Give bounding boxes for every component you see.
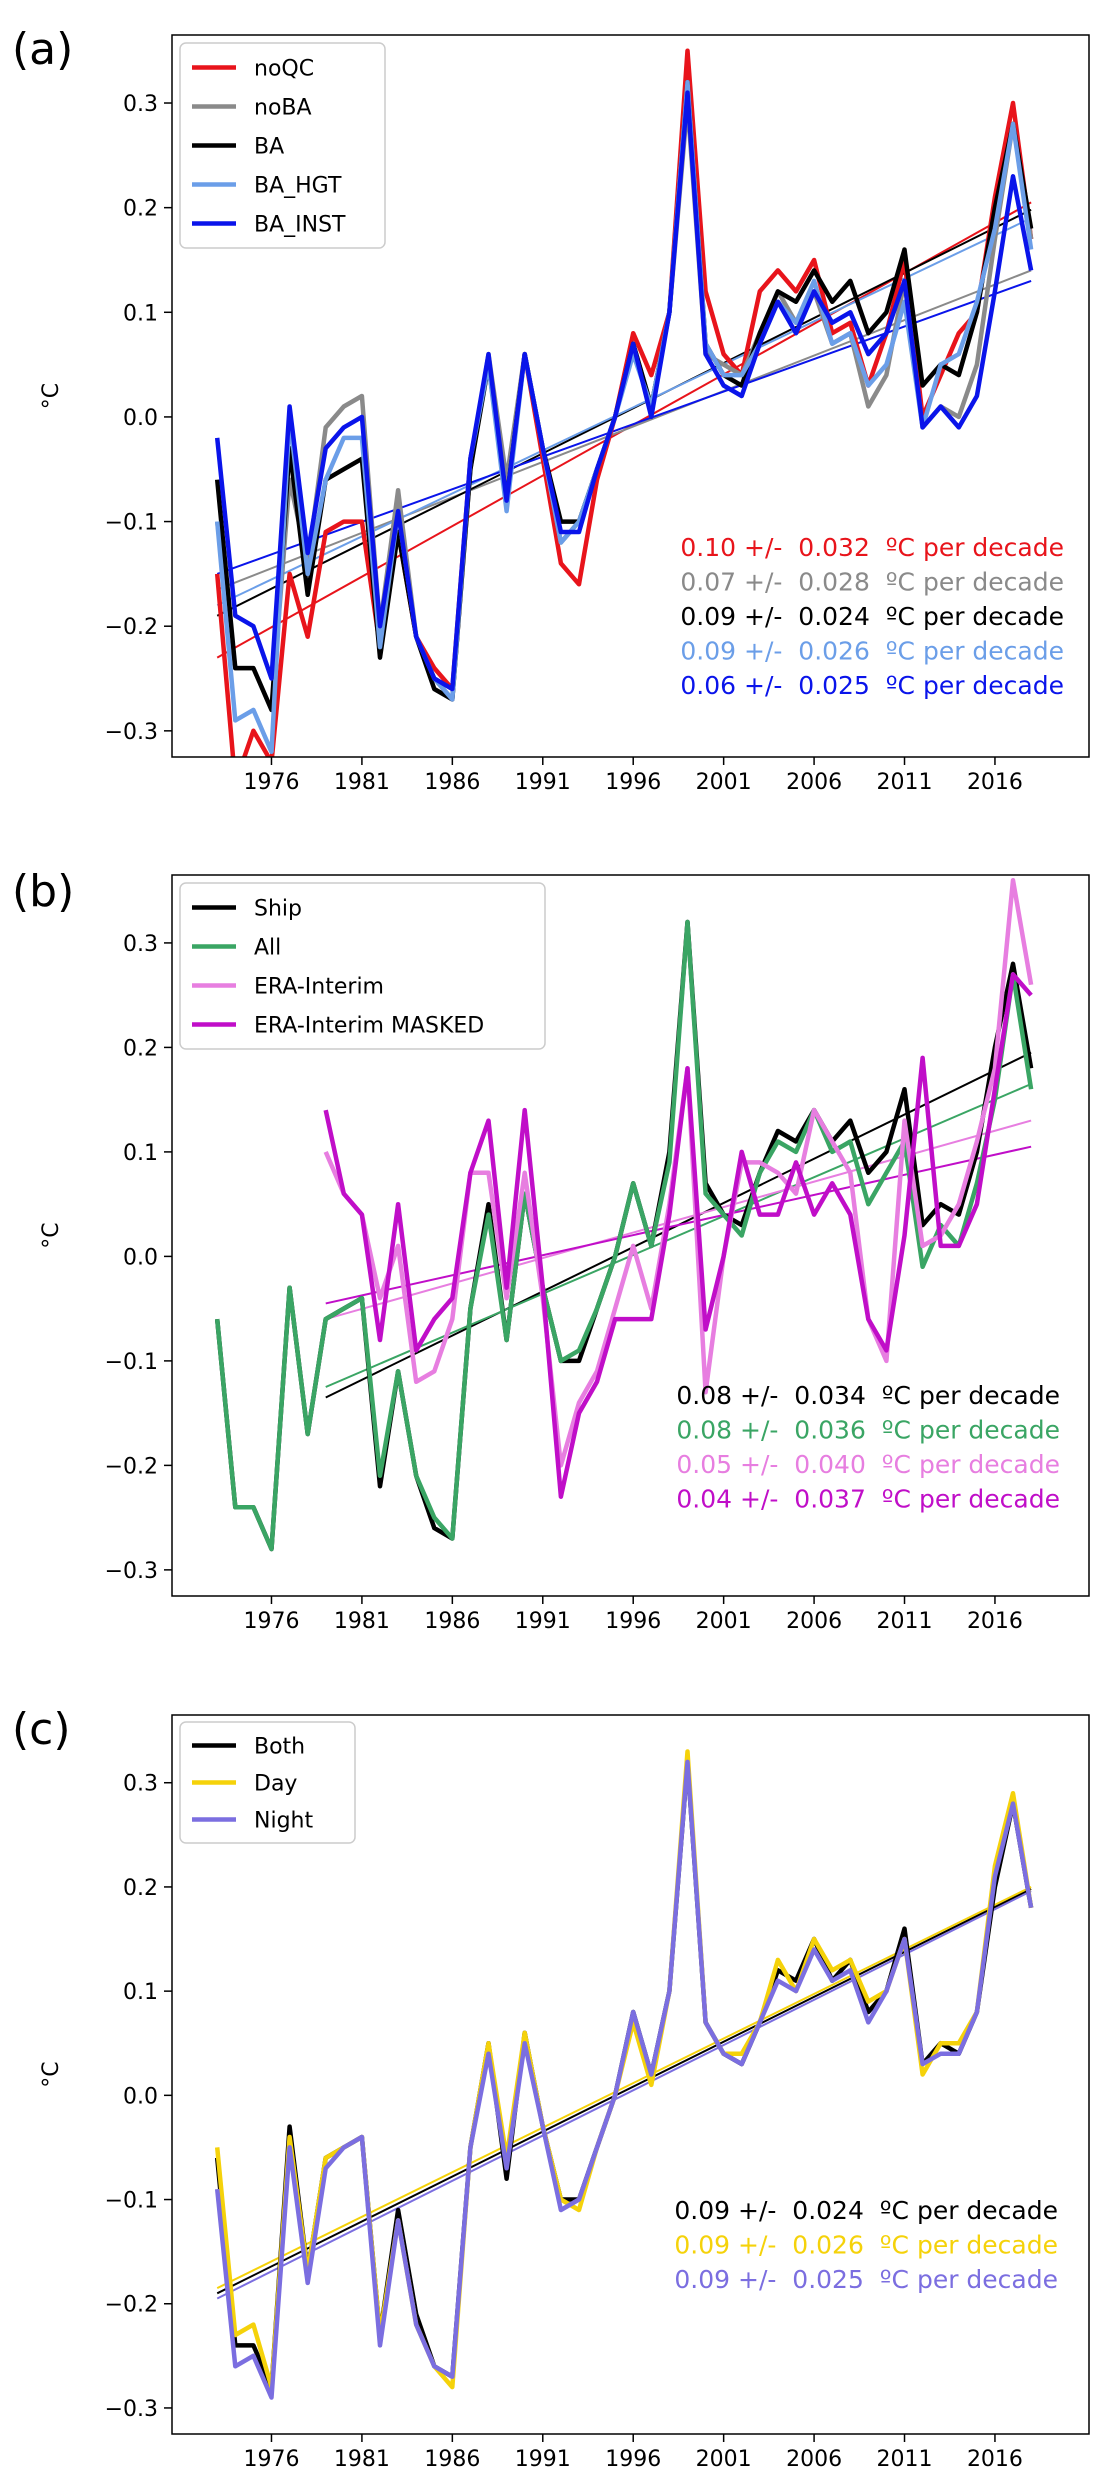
x-tick-label: 1981 xyxy=(334,1609,390,1634)
y-tick-label: −0.1 xyxy=(105,1350,158,1375)
legend-box xyxy=(179,882,546,1050)
x-tick-label: 1996 xyxy=(605,770,661,795)
legend-label-all: All xyxy=(254,936,281,961)
y-tick-label: 0.3 xyxy=(123,92,158,117)
series-line-ba-inst xyxy=(214,90,1034,692)
y-tick-label: −0.3 xyxy=(105,2397,158,2422)
x-tick-label: 1996 xyxy=(605,1609,661,1634)
legend-label-day: Day xyxy=(254,1772,297,1797)
trend-annotation-ba: 0.09 +/- 0.024 ºC per decade xyxy=(680,602,1064,631)
legend-label-noqc: noQC xyxy=(254,57,314,82)
plot-area xyxy=(214,877,1034,1552)
x-tick-label: 2016 xyxy=(967,1609,1023,1634)
plot-area xyxy=(214,48,1034,757)
legend-label-ba-hgt: BA_HGT xyxy=(254,174,342,199)
x-tick-label: 2001 xyxy=(696,1609,752,1634)
x-tick-label: 1976 xyxy=(243,2447,299,2472)
y-tick-label: 0.1 xyxy=(123,1980,158,2005)
trend-annotation-night: 0.09 +/- 0.025 ºC per decade xyxy=(674,2265,1058,2294)
y-tick-label: −0.2 xyxy=(105,615,158,640)
x-tick-label: 2001 xyxy=(696,2447,752,2472)
legend-box xyxy=(179,42,386,249)
x-tick-label: 1981 xyxy=(334,2447,390,2472)
series-line-era-interim-masked xyxy=(323,972,1033,1499)
legend-label-ship: Ship xyxy=(254,897,302,922)
y-tick-label: 0.2 xyxy=(123,1876,158,1901)
legend: Both Day Night xyxy=(179,1721,356,1844)
trend-annotation-era-interim: 0.05 +/- 0.040 ºC per decade xyxy=(676,1450,1060,1479)
x-tick-label: 2016 xyxy=(967,770,1023,795)
y-tick-label: −0.1 xyxy=(105,2189,158,2214)
x-tick-label: 1986 xyxy=(424,2447,480,2472)
x-tick-label: 1986 xyxy=(424,770,480,795)
legend-label-both: Both xyxy=(254,1735,305,1760)
x-tick-label: 2011 xyxy=(877,2447,933,2472)
x-tick-label: 1976 xyxy=(243,770,299,795)
plot-frame xyxy=(171,34,1090,758)
x-tick-label: 1991 xyxy=(515,1609,571,1634)
trend-annotation-both: 0.09 +/- 0.024 ºC per decade xyxy=(674,2196,1058,2225)
x-tick-label: 1991 xyxy=(515,770,571,795)
trend-annotation-noqc: 0.10 +/- 0.032 ºC per decade xyxy=(680,533,1064,562)
y-axis-label: °C xyxy=(39,1222,64,1248)
y-tick-label: 0.2 xyxy=(123,197,158,222)
x-tick-label: 1991 xyxy=(515,2447,571,2472)
trend-annotation-noba: 0.07 +/- 0.028 ºC per decade xyxy=(680,568,1064,597)
legend-label-era-interim-masked: ERA-Interim MASKED xyxy=(254,1014,484,1039)
plot-frame xyxy=(171,1714,1090,2435)
x-tick-label: 1976 xyxy=(243,1609,299,1634)
x-tick-label: 2016 xyxy=(967,2447,1023,2472)
plot-area xyxy=(214,1749,1034,2400)
x-tick-label: 2006 xyxy=(786,2447,842,2472)
x-tick-label: 1986 xyxy=(424,1609,480,1634)
legend-label-noba: noBA xyxy=(254,96,312,121)
x-tick-label: 1996 xyxy=(605,2447,661,2472)
panel-label: (a) xyxy=(12,24,73,75)
plot-frame xyxy=(171,874,1090,1597)
panel-3: (c) −0.3 −0.2 −0.1 0.0 0.1 0.2 0.3 1976 1981 1986 1… xyxy=(12,1704,1090,2472)
trend-annotation-ba-hgt: 0.09 +/- 0.026 ºC per decade xyxy=(680,637,1064,666)
trend-annotation-ship: 0.08 +/- 0.034 ºC per decade xyxy=(676,1381,1060,1410)
series-line-all xyxy=(214,919,1034,1552)
legend-label-night: Night xyxy=(254,1809,313,1834)
panel-1: (a) −0.3 −0.2 −0.1 0.0 0.1 0.2 0.3 1976 1981 1986 1… xyxy=(12,24,1090,795)
legend-box xyxy=(179,1721,356,1844)
y-tick-label: 0.3 xyxy=(123,1772,158,1797)
trend-annotation-all: 0.08 +/- 0.036 ºC per decade xyxy=(676,1416,1060,1445)
panel-2: (b) −0.3 −0.2 −0.1 0.0 0.1 0.2 0.3 1976 1981 1986 1… xyxy=(12,866,1090,1634)
y-tick-label: 0.0 xyxy=(123,1245,158,1270)
x-tick-label: 2006 xyxy=(786,770,842,795)
y-tick-label: 0.3 xyxy=(123,932,158,957)
x-tick-label: 2001 xyxy=(696,770,752,795)
trend-annotation-era-interim-masked: 0.04 +/- 0.037 ºC per decade xyxy=(676,1485,1060,1514)
y-tick-label: −0.3 xyxy=(105,1559,158,1584)
trend-annotation-ba-inst: 0.06 +/- 0.025 ºC per decade xyxy=(680,671,1064,700)
y-tick-label: −0.2 xyxy=(105,1454,158,1479)
y-tick-label: 0.1 xyxy=(123,1141,158,1166)
x-tick-label: 2006 xyxy=(786,1609,842,1634)
y-tick-label: −0.2 xyxy=(105,2293,158,2318)
legend-label-ba: BA xyxy=(254,135,284,160)
series-line-night xyxy=(214,1759,1034,2400)
legend-label-era-interim: ERA-Interim xyxy=(254,975,384,1000)
trend-annotation-day: 0.09 +/- 0.026 ºC per decade xyxy=(674,2231,1058,2260)
x-tick-label: 2011 xyxy=(877,770,933,795)
y-tick-label: −0.1 xyxy=(105,511,158,536)
legend: noQC noBA BA BA_HGT BA_INST xyxy=(179,42,386,249)
y-tick-label: 0.2 xyxy=(123,1036,158,1061)
legend-label-ba-inst: BA_INST xyxy=(254,213,346,238)
y-tick-label: 0.1 xyxy=(123,301,158,326)
y-axis-label: °C xyxy=(39,2061,64,2087)
x-tick-label: 1981 xyxy=(334,770,390,795)
panel-label: (c) xyxy=(12,1704,71,1755)
y-tick-label: 0.0 xyxy=(123,2084,158,2109)
panel-label: (b) xyxy=(12,866,74,917)
y-tick-label: 0.0 xyxy=(123,406,158,431)
y-axis-label: °C xyxy=(39,383,64,409)
legend: Ship All ERA-Interim ERA-Interim MASKED xyxy=(179,882,546,1050)
y-tick-label: −0.3 xyxy=(105,720,158,745)
x-tick-label: 2011 xyxy=(877,1609,933,1634)
